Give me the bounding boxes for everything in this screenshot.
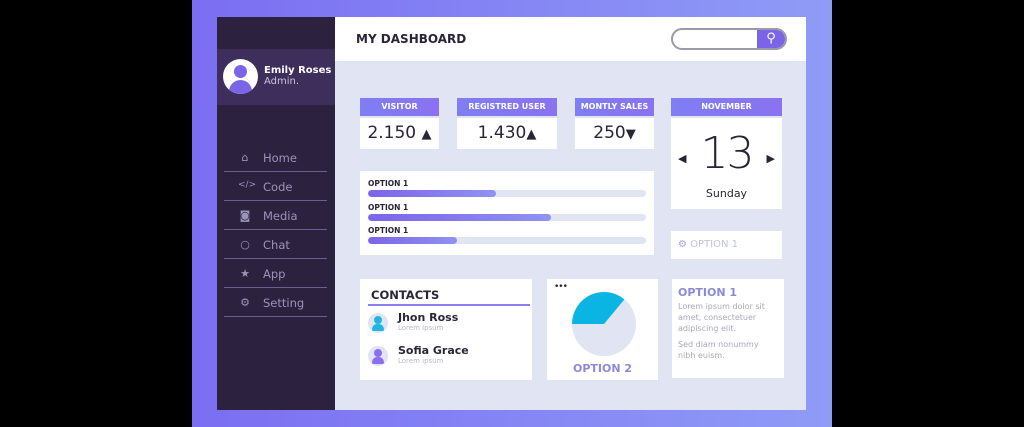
contacts-card: CONTACTS Jhon Ross Lorem ipsum Sofia Gra… — [360, 279, 532, 380]
progress-fill — [368, 237, 457, 244]
calendar-card: ◀ 13 ▶ Sunday — [671, 118, 782, 209]
pie-slice — [572, 292, 625, 324]
progress-label: OPTION 1 — [368, 179, 409, 188]
user-name: Emily Roses — [264, 65, 332, 76]
sidebar-item-media[interactable]: ◙ Media — [224, 201, 327, 230]
pie-label: OPTION 2 — [572, 362, 633, 375]
progress-bar — [368, 237, 646, 244]
kpi-registered-value: 1.430▲ — [457, 118, 557, 149]
contact-avatar — [368, 313, 388, 333]
progress-label: OPTION 1 — [368, 226, 409, 235]
star-icon: ★ — [240, 267, 250, 280]
arrow-up-icon: ▲ — [421, 127, 432, 142]
search-icon: ⚲ — [766, 31, 776, 46]
progress-fill — [368, 190, 496, 197]
contact-name: Jhon Ross — [398, 311, 459, 324]
gear-icon: ⚙ — [240, 296, 250, 309]
chat-icon: ○ — [240, 238, 250, 251]
sidebar-item-code[interactable]: </> Code — [224, 172, 327, 201]
user-profile[interactable]: Emily Roses Admin. — [217, 49, 335, 105]
progress-label: OPTION 1 — [368, 203, 409, 212]
pie-card: ••• OPTION 2 — [547, 279, 658, 380]
calendar-day: 13 — [700, 128, 755, 179]
camera-icon: ◙ — [239, 209, 251, 222]
header: MY DASHBOARD ⚲ — [335, 17, 806, 61]
prev-day-icon[interactable]: ◀ — [678, 152, 687, 165]
pie-chart — [572, 292, 636, 356]
gear-icon: ⚙ — [678, 239, 687, 250]
contact-subtitle: Lorem ipsum — [398, 324, 444, 332]
calendar-month: NOVEMBER — [671, 98, 782, 116]
kpi-visitor-value: 2.150 ▲ — [360, 118, 439, 149]
kpi-registered-label: REGISTRED USER — [457, 98, 557, 116]
next-day-icon[interactable]: ▶ — [766, 152, 775, 165]
search-button[interactable]: ⚲ — [757, 30, 785, 48]
home-icon: ⌂ — [241, 151, 249, 164]
contacts-title: CONTACTS — [371, 288, 440, 302]
progress-fill — [368, 214, 552, 221]
more-menu-icon[interactable]: ••• — [554, 282, 568, 292]
arrow-up-icon: ▲ — [526, 127, 537, 142]
sidebar: Emily Roses Admin. ⌂ Home </> Code ◙ Media … — [217, 17, 335, 410]
info-title: OPTION 1 — [678, 286, 738, 299]
sidebar-item-setting[interactable]: ⚙ Setting — [224, 288, 327, 317]
calendar-weekday: Sunday — [705, 187, 748, 200]
page-title: MY DASHBOARD — [356, 32, 467, 46]
search-input[interactable]: ⚲ — [671, 28, 787, 50]
contact-item[interactable]: Jhon Ross Lorem ipsum — [368, 311, 528, 337]
kpi-sales-label: MONTLY SALES — [575, 98, 654, 116]
sidebar-item-app[interactable]: ★ App — [224, 259, 327, 288]
arrow-down-icon: ▼ — [625, 127, 636, 142]
contact-name: Sofia Grace — [398, 344, 469, 357]
kpi-sales-value: 250▼ — [575, 118, 654, 149]
main-content: MY DASHBOARD ⚲ VISITOR 2.150 ▲ REGISTRED… — [335, 17, 806, 410]
user-role: Admin. — [264, 76, 300, 87]
info-text: Lorem ipsum dolor sit amet, consectetuer… — [678, 302, 765, 333]
option-button[interactable]: ⚙ OPTION 1 — [671, 231, 782, 259]
progress-card: OPTION 1 OPTION 1 OPTION 1 — [360, 171, 654, 255]
contact-item[interactable]: Sofia Grace Lorem ipsum — [368, 344, 528, 370]
info-card: OPTION 1 Lorem ipsum dolor sit amet, con… — [672, 279, 784, 378]
sidebar-item-chat[interactable]: ○ Chat — [224, 230, 327, 259]
code-icon: </> — [238, 180, 257, 190]
kpi-visitor-label: VISITOR — [360, 98, 439, 116]
contact-avatar — [368, 346, 388, 366]
avatar — [223, 59, 258, 94]
sidebar-item-home[interactable]: ⌂ Home — [224, 143, 327, 172]
info-text: Sed diam nonummy nibh euism. — [678, 340, 759, 360]
progress-bar — [368, 214, 646, 221]
contact-subtitle: Lorem ipsum — [398, 357, 444, 365]
progress-bar — [368, 190, 646, 197]
divider — [368, 304, 530, 306]
